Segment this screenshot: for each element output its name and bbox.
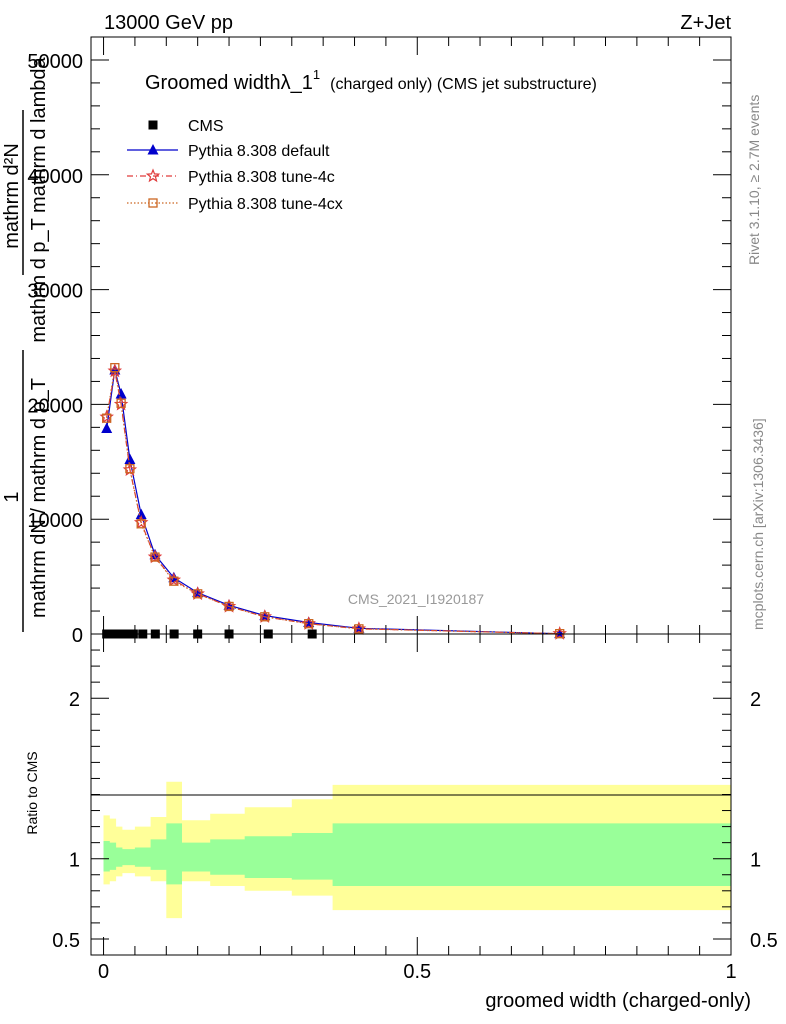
marker-tune4c (145, 168, 161, 183)
legend-label: Pythia 8.308 tune-4c (188, 169, 335, 186)
main-ticks (91, 36, 732, 635)
marker-tune4cx (136, 519, 146, 529)
series-line (106, 370, 560, 635)
marker-default (115, 388, 127, 399)
watermark: CMS_2021_I1920187 (348, 591, 484, 607)
marker-tune4cx (148, 198, 158, 208)
marker-tune4cx (110, 362, 120, 373)
marker-tune4cx (116, 398, 126, 408)
main-series (99, 362, 567, 640)
side-rivet: Rivet 3.1.10, ≥ 2.7M events (746, 95, 762, 265)
main-ytick-label: 30000 (27, 281, 83, 303)
plot-title-main: Groomed widthλ_1 (145, 72, 313, 94)
ylabel-den-line1: mathrm d p_T mathrm d lambda (28, 56, 50, 342)
main-plot-frame (90, 36, 732, 635)
ratio-ytick-label-right: 0.5 (750, 930, 778, 952)
main-ytick-label: 0 (72, 625, 83, 647)
main-tick-labels: 0 10000 20000 30000 40000 50000 (27, 51, 83, 647)
series-1 (101, 363, 566, 639)
y-axis-label-ratio: Ratio to CMS (24, 751, 40, 834)
series-line (106, 367, 560, 635)
x-axis-label: groomed width (charged-only) (485, 990, 751, 1012)
marker-tune4cx (260, 612, 270, 622)
legend-label: CMS (188, 118, 224, 135)
marker-cms (148, 120, 158, 130)
marker-default (149, 548, 161, 560)
main-ytick-label: 20000 (27, 395, 83, 417)
header-right: Z+Jet (680, 12, 731, 34)
marker-tune4cx (304, 619, 314, 629)
x-tick-label: 1 (725, 961, 736, 983)
y-axis-label-main: 1 mathrm dN / mathrm d p_T mathrm d²N ma… (1, 56, 50, 632)
marker-tune4cx (169, 576, 179, 586)
series-line (106, 369, 560, 635)
ratio-ytick-label-left: 1 (69, 850, 80, 872)
ratio-panel: 0.5 0.5 1 1 2 2 Ratio to CMS (24, 633, 778, 956)
ylabel-num-line1: mathrm d²N (1, 143, 23, 249)
header-left: 13000 GeV pp (104, 12, 233, 34)
ratio-ytick-label-right: 2 (750, 689, 761, 711)
band-stat (103, 823, 731, 886)
legend: CMS Pythia 8.308 default Pythia 8.308 tune… (127, 118, 343, 213)
ratio-ticks (91, 634, 732, 955)
main-panel: 0 10000 20000 30000 40000 50000 CMS_2021_I192… (27, 36, 732, 647)
series-3 (102, 362, 565, 639)
ratio-ytick-label-right: 1 (750, 850, 761, 872)
marker-tune4cx (354, 624, 364, 634)
x-tick-label: 0 (98, 961, 109, 983)
marker-default (135, 508, 147, 520)
marker-tune4cx (193, 589, 203, 599)
main-ytick-label: 50000 (27, 51, 83, 73)
x-tick-labels: 0 0.5 1 (98, 961, 737, 983)
side-mcplots: mcplots.cern.ch [arXiv:1306.3436] (750, 418, 766, 630)
legend-label: Pythia 8.308 tune-4cx (188, 196, 343, 213)
marker-tune4cx (150, 552, 160, 562)
marker-default (147, 144, 159, 155)
ratio-ytick-label-left: 0.5 (52, 930, 80, 952)
ratio-ytick-label-left: 2 (69, 689, 80, 711)
marker-tune4cx (125, 464, 135, 474)
x-tick-label: 0.5 (403, 961, 431, 983)
legend-label: Pythia 8.308 default (188, 143, 330, 160)
ylabel-den-line2: mathrm dN / mathrm d p_T (28, 378, 50, 618)
plot-title-sup: 1 (313, 67, 320, 82)
marker-default (124, 453, 136, 464)
plot-title: Groomed widthλ_11 (charged only) (CMS jet… (145, 67, 597, 94)
marker-tune4cx (102, 413, 112, 423)
plot-title-sub: (charged only) (CMS jet substructure) (330, 76, 597, 93)
ylabel-frac-one: 1 (1, 491, 23, 502)
ratio-tick-labels: 0.5 0.5 1 1 2 2 (52, 689, 778, 952)
main-ytick-label: 10000 (27, 510, 83, 532)
series-2 (99, 363, 567, 640)
main-ytick-label: 40000 (27, 166, 83, 188)
marker-tune4cx (224, 601, 234, 612)
plot-title-group: Groomed widthλ_11 (charged only) (CMS jet… (145, 67, 597, 94)
ratio-bands (103, 781, 731, 919)
marker-default (101, 422, 113, 433)
